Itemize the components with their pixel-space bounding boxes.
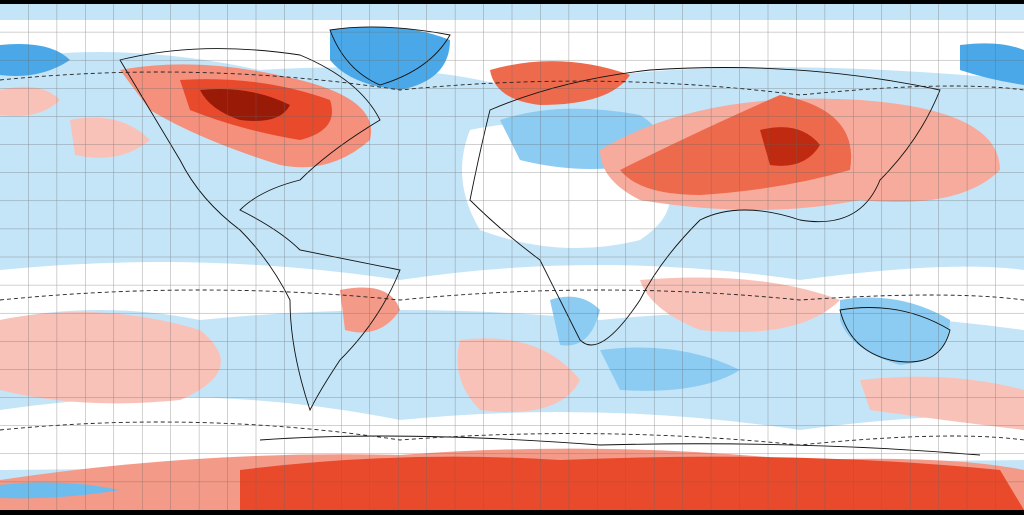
cold-anomaly — [600, 347, 740, 391]
antarctica-outline — [259, 435, 981, 456]
top-border — [0, 0, 1024, 4]
warm-anomaly — [620, 95, 852, 195]
warm-anomaly — [860, 376, 1024, 430]
warm-anomaly — [0, 312, 221, 404]
warm-anomaly — [457, 338, 580, 412]
strong-warm-anomaly — [200, 89, 290, 121]
americas-outline — [119, 48, 401, 412]
australia-outline — [839, 307, 951, 363]
warm-anomaly — [490, 61, 630, 105]
warm-anomaly — [0, 86, 60, 116]
strong-warm-anomaly — [760, 127, 820, 166]
warm-anomaly — [70, 117, 150, 158]
warm-anomaly — [240, 456, 1024, 510]
cold-anomaly — [0, 482, 120, 499]
cold-anomaly — [840, 297, 950, 365]
cold-anomaly — [550, 296, 600, 346]
cold-anomaly — [330, 26, 450, 91]
bottom-border — [0, 510, 1024, 515]
graticule — [0, 4, 1024, 510]
greenland-outline — [329, 26, 451, 86]
cold-anomaly — [960, 43, 1024, 85]
warm-anomaly — [640, 277, 840, 332]
